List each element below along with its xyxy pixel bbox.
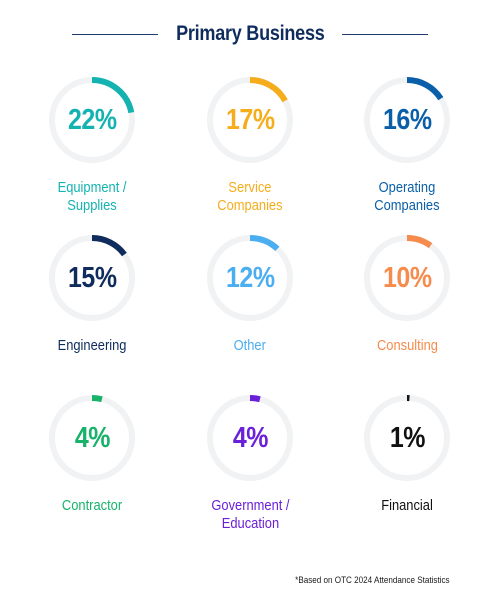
category-label-text: Other xyxy=(234,337,266,355)
donut-tile: 17% Service Companies xyxy=(195,75,305,235)
donut-tile: 10% Consulting xyxy=(352,233,462,393)
percentage-value: 15% xyxy=(37,233,147,323)
donut-tile: 22% Equipment / Supplies xyxy=(37,75,147,235)
category-label-text: Financial xyxy=(381,497,433,515)
percentage-value: 22% xyxy=(37,75,147,165)
donut-tile: 16% Operating Companies xyxy=(352,75,462,235)
percentage-value: 4% xyxy=(195,393,305,483)
category-label-line: Education xyxy=(221,515,279,532)
donut-arc xyxy=(364,235,450,321)
category-label-text: Service Companies xyxy=(217,179,282,215)
donut-arc xyxy=(207,77,293,163)
donut-ring xyxy=(207,395,293,481)
percentage-value: 17% xyxy=(195,75,305,165)
category-label-line: Companies xyxy=(217,197,283,214)
category-label: Service Companies xyxy=(175,179,325,215)
donut-arc xyxy=(49,235,135,321)
percentage-text: 12% xyxy=(225,261,275,294)
category-label-line: Contractor xyxy=(61,497,123,514)
percentage-text: 22% xyxy=(67,103,117,136)
category-label-line: Financial xyxy=(381,497,433,514)
donut-ring xyxy=(49,77,135,163)
percentage-text: 15% xyxy=(67,261,117,294)
percentage-value: 10% xyxy=(352,233,462,323)
donut-ring xyxy=(364,395,450,481)
percentage-value: 1% xyxy=(352,393,462,483)
category-label: Other xyxy=(175,337,325,355)
donut-tile: 12% Other xyxy=(195,233,305,393)
footnote: *Based on OTC 2024 Attendance Statistics xyxy=(295,575,450,585)
percentage-text: 16% xyxy=(382,103,432,136)
donut-ring xyxy=(49,395,135,481)
category-label-line: Engineering xyxy=(57,337,127,354)
donut-ring xyxy=(207,235,293,321)
donut-tile: 1% Financial xyxy=(352,393,462,553)
category-label-line: Supplies xyxy=(67,197,117,214)
percentage-text: 4% xyxy=(232,421,268,454)
donut-arc xyxy=(207,395,293,481)
category-label: Equipment / Supplies xyxy=(17,179,167,215)
donut-tile: 15% Engineering xyxy=(37,233,147,393)
category-label-text: Engineering xyxy=(58,337,127,355)
category-label-line: Operating xyxy=(378,179,436,196)
category-label-line: Equipment / xyxy=(57,179,127,196)
donut-tile: 4% Contractor xyxy=(37,393,147,553)
category-label: Government / Education xyxy=(175,497,325,533)
category-label-line: Companies xyxy=(374,197,440,214)
category-label-line: Consulting xyxy=(376,337,438,354)
percentage-value: 16% xyxy=(352,75,462,165)
donut-arc xyxy=(49,77,135,163)
percentage-value: 12% xyxy=(195,233,305,323)
donut-ring xyxy=(364,235,450,321)
donut-ring xyxy=(49,235,135,321)
percentage-text: 17% xyxy=(225,103,275,136)
percentage-text: 1% xyxy=(389,421,425,454)
donut-arc xyxy=(49,395,135,481)
category-label-text: Contractor xyxy=(62,497,122,515)
donut-ring xyxy=(364,77,450,163)
donut-tile: 4% Government / Education xyxy=(195,393,305,553)
donut-arc xyxy=(364,395,450,481)
category-label-text: Government / Education xyxy=(211,497,289,533)
category-label: Financial xyxy=(332,497,482,515)
chart-title: Primary Business xyxy=(175,22,325,45)
chart-header: Primary Business xyxy=(0,18,500,50)
donut-ring xyxy=(207,77,293,163)
percentage-text: 10% xyxy=(382,261,432,294)
category-label-line: Service xyxy=(228,179,272,196)
donut-arc xyxy=(207,235,293,321)
category-label-line: Other xyxy=(233,337,267,354)
category-label-text: Operating Companies xyxy=(374,179,439,215)
title-rule-left xyxy=(71,33,158,35)
percentage-value: 4% xyxy=(37,393,147,483)
category-label-text: Equipment / Supplies xyxy=(58,179,127,215)
percentage-text: 4% xyxy=(74,421,110,454)
category-label: Contractor xyxy=(17,497,167,515)
category-label-text: Consulting xyxy=(377,337,438,355)
category-label: Consulting xyxy=(332,337,482,355)
category-label: Operating Companies xyxy=(332,179,482,215)
donut-arc xyxy=(364,77,450,163)
title-rule-right xyxy=(342,33,429,35)
category-label: Engineering xyxy=(17,337,167,355)
category-label-line: Government / xyxy=(210,497,290,514)
